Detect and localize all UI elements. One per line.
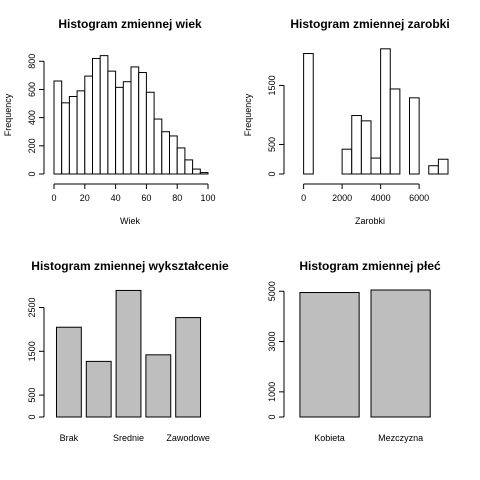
histogram-bar-wiek: [130, 66, 140, 175]
y-axis-label-wiek: Frequency: [3, 93, 13, 136]
y-tick-label-zarobki: 500: [267, 137, 277, 152]
histogram-bar-wiek: [107, 70, 117, 175]
x-tick-label-zarobki: 6000: [409, 193, 429, 203]
histogram-bar-wiek: [61, 102, 70, 175]
histogram-bar-zarobki: [360, 120, 372, 175]
histogram-bar-zarobki: [351, 115, 362, 175]
y-axis-label-zarobki: Frequency: [243, 93, 253, 136]
x-tick-label-zarobki: 2000: [332, 193, 352, 203]
histogram-bar-wiek: [145, 91, 155, 175]
y-tick-label-wiek: 800: [27, 54, 37, 69]
histogram-bar-wiek: [199, 172, 209, 175]
y-tick-label-wyksztalcenie: 0: [27, 414, 37, 419]
histogram-bar-wiek: [153, 118, 163, 175]
x-axis-label-wiek: Wiek: [120, 216, 140, 226]
histogram-bar-wiek: [68, 96, 78, 175]
x-tick-label-wiek: 0: [51, 193, 56, 203]
y-tick-label-wiek: 0: [27, 171, 37, 176]
x-tick-label-zarobki: 4000: [371, 193, 391, 203]
category-label-wyksztalcenie: Brak: [60, 433, 79, 443]
bar-wyksztalcenie: [175, 317, 202, 418]
bar-wyksztalcenie: [85, 360, 112, 418]
y-tick-label-wiek: 200: [27, 138, 37, 153]
bar-plec: [299, 292, 360, 418]
histogram-bar-wiek: [99, 55, 109, 175]
y-tick-label-plec: 3000: [267, 332, 277, 352]
bar-plec: [370, 289, 431, 418]
histogram-bar-wiek: [76, 90, 86, 175]
y-tick-label-wyksztalcenie: 500: [27, 388, 37, 403]
x-tick-label-wiek: 100: [200, 193, 215, 203]
x-tick-label-wiek: 80: [172, 193, 182, 203]
histogram-bar-wiek: [84, 75, 94, 175]
histogram-bar-zarobki: [370, 157, 382, 175]
y-tick-label-plec: 1000: [267, 382, 277, 402]
histogram-bar-zarobki: [437, 158, 449, 175]
x-tick-label-wiek: 20: [80, 193, 90, 203]
y-tick-label-wyksztalcenie: 2500: [27, 298, 37, 318]
x-tick-label-wiek: 60: [141, 193, 151, 203]
histogram-plec-panel: Histogram zmiennej płeć Kobieta Mezczyzna…: [267, 259, 441, 443]
category-label-plec: Kobieta: [314, 433, 345, 443]
category-label-wyksztalcenie: Zawodowe: [166, 433, 210, 443]
y-tick-label-zarobki: 0: [267, 171, 277, 176]
histogram-bar-wiek: [122, 81, 132, 175]
histogram-bar-zarobki: [303, 53, 314, 175]
chart-title-zarobki: Histogram zmiennej zarobki: [290, 17, 449, 31]
histogram-wiek-panel: Histogram zmiennej wiek Wiek Frequency 0…: [3, 17, 216, 226]
histogram-bar-zarobki: [409, 97, 420, 175]
y-tick-label-wiek: 600: [27, 82, 37, 97]
x-tick-label-zarobki: 0: [301, 193, 306, 203]
chart-title-plec: Histogram zmiennej płeć: [299, 259, 441, 273]
histogram-bar-zarobki: [428, 165, 439, 175]
x-axis-label-zarobki: Zarobki: [355, 216, 385, 226]
y-tick-label-plec: 5000: [267, 281, 277, 301]
histogram-bar-wiek: [184, 159, 194, 175]
chart-title-wyksztalcenie: Histogram zmiennej wykształcenie: [31, 259, 229, 273]
histogram-bar-zarobki: [389, 88, 401, 175]
chart-title-wiek: Histogram zmiennej wiek: [58, 17, 202, 31]
histogram-bar-wiek: [169, 135, 178, 175]
category-label-plec: Mezczyzna: [378, 433, 423, 443]
category-label-wyksztalcenie: Srednie: [113, 433, 144, 443]
histogram-bar-wiek: [115, 86, 124, 175]
y-tick-label-plec: 0: [267, 414, 277, 419]
histogram-bar-wiek: [53, 80, 63, 175]
histogram-bar-wiek: [92, 57, 101, 175]
histogram-bar-wiek: [192, 168, 201, 175]
y-tick-label-wiek: 400: [27, 110, 37, 125]
histogram-zarobki-panel: Histogram zmiennej zarobki Zarobki Frequ…: [243, 17, 450, 226]
histogram-bar-wiek: [138, 72, 147, 175]
bar-wyksztalcenie: [145, 354, 172, 418]
histogram-wyksztalcenie-panel: Histogram zmiennej wykształcenie Brak Sre…: [27, 259, 229, 443]
y-tick-label-wyksztalcenie: 1500: [27, 341, 37, 361]
histogram-bar-zarobki: [341, 148, 353, 175]
y-tick-label-zarobki: 1500: [267, 75, 277, 95]
x-tick-label-wiek: 40: [111, 193, 121, 203]
bar-wyksztalcenie: [115, 289, 142, 418]
histogram-bar-wiek: [161, 131, 171, 175]
bar-wyksztalcenie: [55, 326, 82, 418]
histogram-bar-zarobki: [380, 48, 391, 175]
histogram-bar-wiek: [176, 147, 186, 175]
